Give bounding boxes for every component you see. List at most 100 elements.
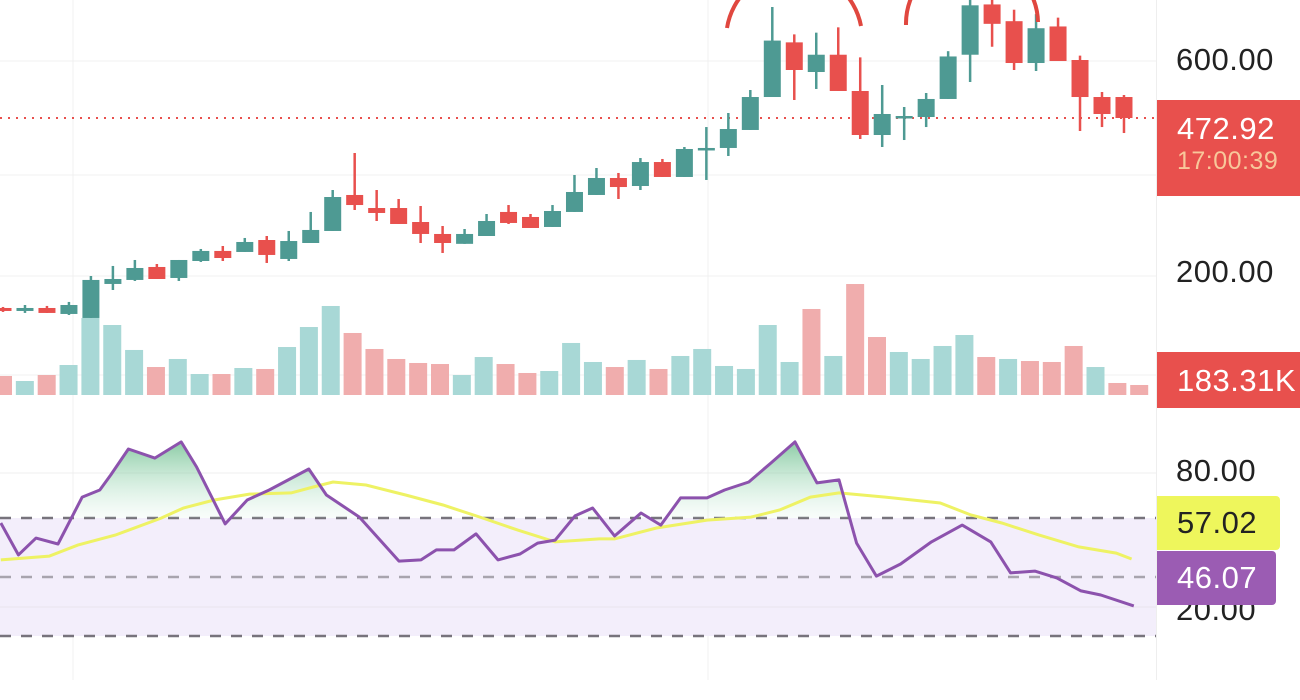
candle bbox=[82, 276, 100, 318]
candle bbox=[829, 27, 847, 91]
candlesticks bbox=[0, 0, 1133, 318]
candle-body bbox=[412, 222, 430, 234]
candle bbox=[961, 0, 979, 82]
candle bbox=[1093, 91, 1111, 128]
volume-bar bbox=[1042, 361, 1061, 395]
volume-bar bbox=[583, 361, 602, 395]
volume-bar bbox=[409, 362, 428, 395]
volume-bar bbox=[1130, 384, 1149, 395]
volume-bar bbox=[824, 355, 843, 395]
candle bbox=[544, 205, 561, 227]
candle bbox=[16, 304, 34, 313]
candle bbox=[258, 235, 276, 263]
candle-body bbox=[697, 147, 715, 151]
candle bbox=[478, 213, 496, 236]
annotation-arcs bbox=[725, 0, 1040, 29]
rsi-badge: 46.07 bbox=[1157, 551, 1276, 605]
candle-body bbox=[829, 54, 847, 91]
candle-body bbox=[961, 5, 979, 55]
volume-bar bbox=[605, 367, 624, 395]
candle-body bbox=[478, 220, 496, 236]
volume-bar bbox=[649, 368, 668, 395]
candle bbox=[1005, 9, 1023, 70]
candle bbox=[324, 190, 342, 231]
candle bbox=[1115, 95, 1133, 134]
candle-body bbox=[192, 250, 210, 261]
candle-body bbox=[851, 90, 869, 135]
candle-body bbox=[0, 307, 12, 311]
candle bbox=[983, 0, 1001, 47]
candle-body bbox=[522, 216, 540, 228]
rsi-overbought-fill bbox=[0, 441, 1134, 518]
candle-body bbox=[873, 113, 891, 135]
rsi-ma-badge: 57.02 bbox=[1157, 496, 1280, 550]
volume-bar bbox=[736, 368, 755, 395]
candle bbox=[763, 7, 781, 98]
price-tick-label: 600.00 bbox=[1176, 42, 1274, 77]
candle bbox=[522, 213, 540, 228]
volume-bar bbox=[81, 318, 100, 395]
candle-body bbox=[653, 162, 671, 177]
candle-body bbox=[60, 304, 78, 314]
candle-body bbox=[741, 97, 759, 130]
candle-body bbox=[1005, 21, 1023, 64]
volume-bar bbox=[365, 348, 384, 395]
volume-bar bbox=[496, 364, 515, 395]
candle-body bbox=[1115, 97, 1133, 118]
candle bbox=[126, 259, 144, 281]
volume-bar bbox=[1064, 345, 1083, 395]
candle-body bbox=[434, 233, 452, 243]
volume-bar bbox=[190, 374, 209, 395]
volume-bar bbox=[321, 305, 340, 395]
candle-body bbox=[126, 267, 144, 280]
volume-bar bbox=[0, 375, 12, 395]
rsi-line bbox=[0, 440, 1135, 608]
candle bbox=[0, 306, 12, 312]
volume-bar bbox=[868, 337, 886, 395]
candle-body bbox=[785, 42, 803, 70]
volume-bar bbox=[715, 365, 734, 395]
candle bbox=[434, 226, 452, 253]
candle-body bbox=[807, 54, 825, 73]
volume-bar bbox=[671, 355, 690, 395]
volume-bar bbox=[562, 342, 581, 395]
candle bbox=[236, 237, 254, 252]
candle bbox=[38, 305, 56, 313]
candle-body bbox=[1049, 26, 1067, 62]
candle bbox=[390, 198, 408, 224]
candle-body bbox=[609, 177, 627, 188]
volume-bar bbox=[278, 347, 297, 395]
candle bbox=[214, 245, 232, 261]
volume-bar bbox=[452, 375, 471, 395]
volume-bar bbox=[146, 367, 165, 395]
candle bbox=[280, 230, 298, 261]
volume-bar bbox=[256, 368, 275, 395]
candle bbox=[302, 211, 320, 243]
candle-body bbox=[302, 229, 320, 243]
candle-body bbox=[346, 194, 364, 206]
candle-body bbox=[631, 162, 649, 187]
candle-body bbox=[148, 266, 166, 279]
volume-bar bbox=[693, 348, 712, 395]
candle bbox=[192, 248, 210, 262]
candle-body bbox=[675, 148, 693, 177]
volume-bar bbox=[540, 371, 559, 395]
volume-bar bbox=[125, 349, 144, 395]
volume-bar bbox=[802, 308, 821, 395]
candle bbox=[587, 168, 605, 195]
candle bbox=[368, 190, 386, 221]
candle-body bbox=[324, 197, 342, 231]
candle bbox=[609, 172, 627, 199]
volume-bar bbox=[518, 372, 537, 395]
candle bbox=[500, 205, 518, 224]
candle bbox=[785, 34, 803, 100]
candle bbox=[741, 89, 759, 130]
candle bbox=[895, 107, 913, 141]
candle-body bbox=[258, 240, 276, 255]
volume-bar bbox=[37, 375, 56, 395]
volume-bar bbox=[59, 365, 78, 395]
volume-bar bbox=[474, 357, 493, 395]
candle-body bbox=[917, 98, 935, 118]
candle-body bbox=[390, 208, 408, 224]
